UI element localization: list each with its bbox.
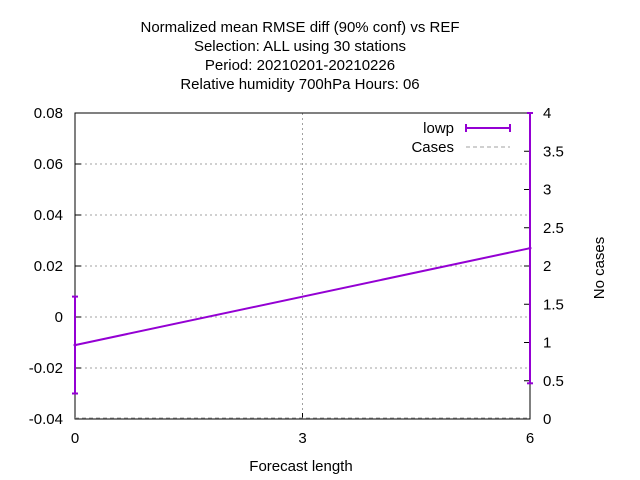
x-axis-label: Forecast length	[249, 458, 352, 475]
y-tick-label: 0.06	[34, 156, 63, 173]
y2-tick-label: 1.5	[543, 296, 564, 313]
y-tick-label: -0.04	[29, 411, 63, 428]
legend: lowp Cases	[411, 120, 511, 156]
data-point-lowp	[73, 343, 77, 347]
title-line-4: Relative humidity 700hPa Hours: 06	[180, 76, 419, 93]
x-tick-label: 6	[526, 430, 534, 447]
legend-label-cases: Cases	[411, 139, 454, 156]
y-tick-label: 0	[55, 309, 63, 326]
y2-tick-label: 2.5	[543, 220, 564, 237]
y-tick-label: 0.08	[34, 105, 63, 122]
y2-tick-label: 3	[543, 182, 551, 199]
title-line-1: Normalized mean RMSE diff (90% conf) vs …	[141, 19, 460, 36]
chart-title: Normalized mean RMSE diff (90% conf) vs …	[141, 19, 460, 93]
x-tick-label: 0	[71, 430, 79, 447]
y2-axis-label: No cases	[591, 237, 608, 300]
y2-tick-label: 2	[543, 258, 551, 275]
data-point-lowp	[528, 246, 532, 250]
legend-label-lowp: lowp	[423, 120, 454, 137]
grid	[75, 113, 530, 419]
y-tick-label: -0.02	[29, 360, 63, 377]
y2-tick-label: 3.5	[543, 143, 564, 160]
y2-tick-label: 0	[543, 411, 551, 428]
series-group	[72, 112, 533, 419]
y2-tick-label: 4	[543, 105, 551, 122]
y-tick-label: 0.02	[34, 258, 63, 275]
title-line-2: Selection: ALL using 30 stations	[194, 38, 406, 55]
y2-tick-label: 1	[543, 335, 551, 352]
title-line-3: Period: 20210201-20210226	[205, 57, 395, 74]
y2-tick-label: 0.5	[543, 373, 564, 390]
series-line-lowp	[74, 247, 531, 347]
y-tick-label: 0.04	[34, 207, 63, 224]
x-tick-label: 3	[298, 430, 306, 447]
